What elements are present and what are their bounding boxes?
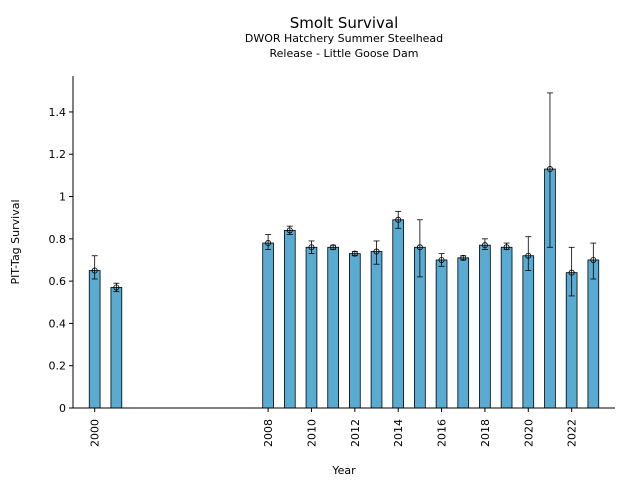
point-2008 [265,240,272,247]
bar-2017 [457,257,470,409]
bar-2011 [327,246,339,409]
point-2014 [395,216,402,223]
y-tick-label-1: 0.2 [49,360,67,373]
y-tick-label-2: 0.4 [49,317,67,330]
x-tick-label-2016: 2016 [436,419,449,447]
point-2020 [525,252,532,259]
point-2016 [438,256,445,263]
y-tick-label-3: 0.6 [49,275,67,288]
point-2011 [330,244,337,251]
bar-2001 [110,287,123,409]
y-tick-label-0: 0 [59,402,66,415]
point-2012 [351,250,358,257]
x-tick-label-2010: 2010 [305,419,318,447]
bar-2023 [587,259,600,409]
chart-subtitle-line-1: DWOR Hatchery Summer Steelhead [245,32,443,45]
bar-2000 [88,270,101,409]
chart-subtitle-line-2: Release - Little Goose Dam [270,47,419,60]
x-tick-label-2020: 2020 [522,419,535,447]
y-tick-label-7: 1.4 [49,106,67,119]
point-2009 [286,227,293,234]
point-2015 [416,244,423,251]
point-2021 [546,166,553,173]
y-tick-label-4: 0.8 [49,233,67,246]
point-2022 [568,269,575,276]
x-tick-label-2008: 2008 [262,419,275,447]
x-tick-label-2022: 2022 [566,419,579,447]
bar-2014 [392,219,405,409]
y-tick-label-5: 1 [59,191,66,204]
point-2017 [460,254,467,261]
y-axis-label: PIT-Tag Survival [9,199,22,284]
point-2013 [373,248,380,255]
bar-2010 [305,246,318,409]
bar-2016 [435,259,448,409]
bar-2020 [522,255,535,409]
point-2023 [590,256,597,263]
bar-2018 [479,244,491,409]
bar-2019 [500,246,513,409]
x-tick-label-2018: 2018 [479,419,492,447]
bar-2009 [283,229,296,409]
point-2000 [91,267,98,274]
point-2010 [308,244,315,251]
bar-2012 [349,253,361,409]
x-axis-label: Year [331,464,356,477]
chart-title: Smolt Survival [290,14,399,32]
point-2019 [503,244,510,251]
bar-2013 [370,251,383,409]
point-2018 [481,242,488,249]
bar-2008 [262,242,274,409]
axis-ticks: 0 0.2 0.4 0.6 0.8 1 1.2 1.4 2000 2008 2010 2012 2014… [49,106,579,447]
plot-area [88,92,600,409]
point-2001 [113,284,120,291]
x-tick-label-2012: 2012 [349,419,362,447]
x-tick-label-2014: 2014 [392,419,405,447]
y-tick-label-6: 1.2 [49,148,67,161]
x-tick-label-2000: 2000 [89,419,102,447]
